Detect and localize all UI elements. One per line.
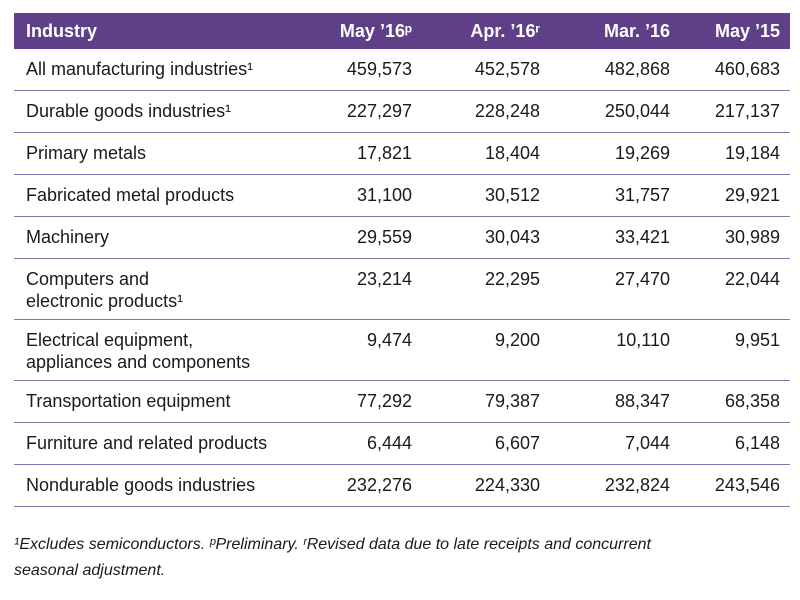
footnote: ¹Excludes semiconductors. ᵖPreliminary. … [14, 532, 790, 584]
value-cell: 88,347 [550, 380, 680, 423]
industry-label-line: Furniture and related products [26, 433, 268, 453]
value-cell: 217,137 [680, 90, 790, 133]
table-row: Transportation equipment 77,292 79,387 88,3… [14, 380, 790, 423]
value-cell: 228,248 [422, 90, 550, 133]
value-cell: 29,559 [306, 216, 422, 259]
value-cell: 9,474 [306, 319, 422, 381]
value-cell: 482,868 [550, 49, 680, 91]
value-cell: 7,044 [550, 422, 680, 465]
value-cell: 232,824 [550, 464, 680, 507]
value-cell: 30,512 [422, 174, 550, 217]
industry-label-line: Transportation equipment [26, 391, 231, 411]
value-cell: 22,044 [680, 258, 790, 320]
value-cell: 22,295 [422, 258, 550, 320]
value-cell: 77,292 [306, 380, 422, 423]
industry-label-line: Electrical equipment, [26, 330, 194, 350]
industry-label-line: Computers and [26, 269, 150, 289]
industry-cell: Durable goods industries¹ [14, 90, 306, 133]
industry-label-line: Fabricated metal products [26, 185, 235, 205]
header-row: Industry May ’16ᵖ Apr. ’16ʳ Mar. ’16 May… [14, 13, 790, 49]
header-may-15: May ’15 [680, 13, 790, 49]
value-cell: 224,330 [422, 464, 550, 507]
value-cell: 27,470 [550, 258, 680, 320]
industry-cell: Furniture and related products [14, 422, 306, 465]
value-cell: 9,951 [680, 319, 790, 381]
industry-cell: Machinery [14, 216, 306, 259]
industry-label-line: electronic products¹ [26, 291, 184, 311]
value-cell: 250,044 [550, 90, 680, 133]
value-cell: 452,578 [422, 49, 550, 91]
table-row: Machinery 29,559 30,043 33,421 30,989 [14, 216, 790, 259]
value-cell: 79,387 [422, 380, 550, 423]
value-cell: 30,043 [422, 216, 550, 259]
data-table: Industry May ’16ᵖ Apr. ’16ʳ Mar. ’16 May… [14, 13, 790, 507]
footnote-line-1: ¹Excludes semiconductors. ᵖPreliminary. … [14, 536, 651, 553]
value-cell: 10,110 [550, 319, 680, 381]
industry-label-line: appliances and components [26, 352, 251, 372]
value-cell: 30,989 [680, 216, 790, 259]
value-cell: 460,683 [680, 49, 790, 91]
value-cell: 19,269 [550, 132, 680, 175]
value-cell: 68,358 [680, 380, 790, 423]
industry-label-line: Durable goods industries¹ [26, 101, 232, 121]
value-cell: 6,607 [422, 422, 550, 465]
industry-cell: Electrical equipment, appliances and comp… [14, 319, 306, 381]
value-cell: 6,444 [306, 422, 422, 465]
table-body: All manufacturing industries¹ 459,573 452,… [14, 49, 790, 507]
industry-label-line: Nondurable goods industries [26, 475, 256, 495]
industry-cell: Computers and electronic products¹ [14, 258, 306, 320]
industry-cell: Fabricated metal products [14, 174, 306, 217]
header-may-16: May ’16ᵖ [306, 13, 422, 49]
value-cell: 31,100 [306, 174, 422, 217]
table-row: Primary metals 17,821 18,404 19,269 19,184 [14, 132, 790, 175]
value-cell: 6,148 [680, 422, 790, 465]
value-cell: 232,276 [306, 464, 422, 507]
value-cell: 9,200 [422, 319, 550, 381]
value-cell: 29,921 [680, 174, 790, 217]
value-cell: 18,404 [422, 132, 550, 175]
industry-cell: Transportation equipment [14, 380, 306, 423]
table-row: Electrical equipment, appliances and comp… [14, 319, 790, 381]
table-row: Nondurable goods industries 232,276 224,33… [14, 464, 790, 507]
table-header: Industry May ’16ᵖ Apr. ’16ʳ Mar. ’16 May… [14, 13, 790, 49]
industry-label-line: Primary metals [26, 143, 147, 163]
value-cell: 459,573 [306, 49, 422, 91]
industry-cell: All manufacturing industries¹ [14, 49, 306, 91]
value-cell: 31,757 [550, 174, 680, 217]
table-row: Furniture and related products 6,444 6,607… [14, 422, 790, 465]
table-row: Fabricated metal products 31,100 30,512 31,… [14, 174, 790, 217]
value-cell: 17,821 [306, 132, 422, 175]
header-mar-16: Mar. ’16 [550, 13, 680, 49]
industry-cell: Primary metals [14, 132, 306, 175]
header-apr-16: Apr. ’16ʳ [422, 13, 550, 49]
industry-label-line: Machinery [26, 227, 110, 247]
value-cell: 19,184 [680, 132, 790, 175]
value-cell: 243,546 [680, 464, 790, 507]
industry-label-line: All manufacturing industries¹ [26, 59, 254, 79]
header-industry: Industry [14, 13, 306, 49]
table-row: Durable goods industries¹ 227,297 228,248 2… [14, 90, 790, 133]
value-cell: 33,421 [550, 216, 680, 259]
footnote-line-2: seasonal adjustment. [14, 562, 166, 579]
value-cell: 23,214 [306, 258, 422, 320]
industry-cell: Nondurable goods industries [14, 464, 306, 507]
table-row: Computers and electronic products¹ 23,214 2… [14, 258, 790, 320]
value-cell: 227,297 [306, 90, 422, 133]
table-row: All manufacturing industries¹ 459,573 452,… [14, 49, 790, 91]
